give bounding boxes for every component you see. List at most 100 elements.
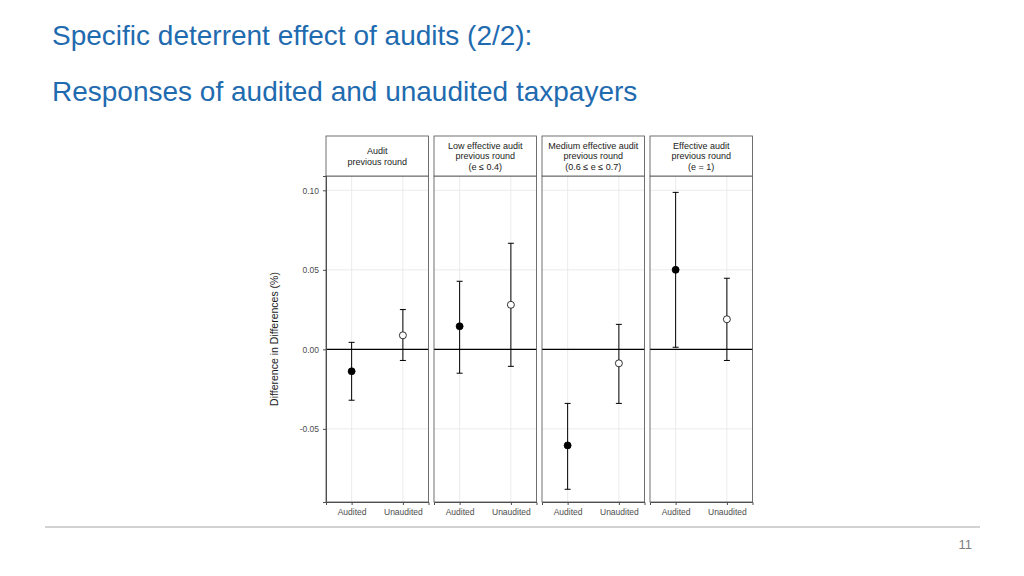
reference-line bbox=[650, 349, 753, 350]
point bbox=[348, 368, 355, 375]
y-tick: -0.05 bbox=[300, 424, 326, 434]
strip-label: previous round bbox=[671, 151, 731, 161]
strip bbox=[542, 136, 645, 176]
y-axis: -0.050.000.050.10 bbox=[300, 177, 327, 503]
grid-line-y bbox=[434, 428, 537, 429]
grid-line-y bbox=[542, 190, 645, 191]
grid-line-y bbox=[326, 428, 429, 429]
marks bbox=[456, 243, 514, 373]
strip-label: Medium effective audit bbox=[548, 141, 638, 151]
marks bbox=[564, 324, 622, 489]
x-tick: Audited bbox=[662, 502, 691, 517]
error-bar-cap bbox=[673, 347, 679, 348]
point bbox=[615, 360, 622, 367]
x-tick-mark bbox=[676, 502, 677, 505]
grid bbox=[542, 176, 645, 502]
strip bbox=[326, 136, 429, 176]
x-tick: Unaudited bbox=[492, 502, 531, 517]
strip-label: (e ≤ 0.4) bbox=[469, 162, 502, 172]
plot-background bbox=[542, 176, 645, 502]
error-bar bbox=[616, 324, 622, 403]
x-axis-line bbox=[543, 503, 646, 506]
error-bar bbox=[724, 278, 730, 360]
panel: Auditprevious round-0.050.000.050.10Diff… bbox=[268, 136, 429, 517]
x-tick: Unaudited bbox=[384, 502, 423, 517]
error-bar-cap bbox=[616, 324, 622, 325]
x-tick-label: Unaudited bbox=[600, 507, 639, 517]
error-bar bbox=[673, 192, 679, 347]
panel: Low effective auditprevious round(e ≤ 0.… bbox=[434, 136, 537, 517]
page-number: 11 bbox=[959, 537, 973, 552]
grid-line-x bbox=[351, 176, 352, 502]
x-tick: Audited bbox=[554, 502, 583, 517]
grid-line-x bbox=[567, 176, 568, 502]
strip bbox=[650, 136, 753, 176]
y-tick-mark bbox=[323, 270, 326, 271]
y-tick-label: -0.05 bbox=[300, 424, 320, 434]
grid-line-y bbox=[326, 269, 429, 270]
grid bbox=[326, 176, 429, 502]
y-axis-line bbox=[323, 177, 327, 503]
error-bar-cap bbox=[508, 366, 514, 367]
error-bar bbox=[457, 281, 463, 373]
error-bar-cap bbox=[565, 489, 571, 490]
grid-line-y bbox=[650, 190, 753, 191]
error-bar bbox=[400, 310, 406, 361]
marks bbox=[672, 192, 730, 360]
error-bar-cap bbox=[616, 403, 622, 404]
grid bbox=[650, 176, 753, 502]
reference-line bbox=[326, 349, 429, 350]
grid-line-y bbox=[434, 269, 537, 270]
x-tick-mark bbox=[727, 502, 728, 505]
grid-line-y bbox=[650, 349, 753, 350]
strip bbox=[434, 136, 537, 176]
x-axis-line bbox=[651, 503, 754, 506]
y-tick-label: 0.05 bbox=[302, 265, 319, 275]
slide-title: Specific deterrent effect of audits (2/2… bbox=[52, 20, 637, 107]
x-tick-mark bbox=[403, 502, 404, 505]
y-tick-mark bbox=[323, 349, 326, 350]
x-tick-label: Audited bbox=[446, 507, 475, 517]
x-tick-mark bbox=[511, 502, 512, 505]
panel: Effective auditprevious round(e = 1)Audi… bbox=[650, 136, 753, 517]
strip-label: Audit bbox=[367, 146, 388, 156]
x-axis: Audited Unaudited bbox=[651, 502, 754, 517]
grid-line-y bbox=[542, 428, 645, 429]
error-bar-cap bbox=[508, 243, 514, 244]
x-axis: Audited Unaudited bbox=[327, 502, 430, 517]
grid-line-y bbox=[434, 349, 537, 350]
grid-line-y bbox=[326, 349, 429, 350]
point bbox=[399, 332, 406, 339]
x-tick: Unaudited bbox=[708, 502, 747, 517]
y-tick-mark bbox=[323, 190, 326, 191]
grid-line-x bbox=[726, 176, 727, 502]
x-axis-line bbox=[327, 503, 430, 506]
error-bar-cap bbox=[724, 278, 730, 279]
error-bar bbox=[508, 243, 514, 366]
plot-background bbox=[434, 176, 537, 502]
x-tick-mark bbox=[460, 502, 461, 505]
x-tick-mark bbox=[619, 502, 620, 505]
grid-line-y bbox=[542, 349, 645, 350]
y-tick: 0.10 bbox=[302, 186, 326, 196]
grid-line-y bbox=[326, 190, 429, 191]
error-bar-cap bbox=[349, 400, 355, 401]
reference-line bbox=[434, 349, 537, 350]
strip-label: previous round bbox=[455, 151, 515, 161]
y-tick: 0.05 bbox=[302, 265, 326, 275]
x-tick-label: Unaudited bbox=[492, 507, 531, 517]
x-axis: Audited Unaudited bbox=[435, 502, 538, 517]
x-tick-mark bbox=[568, 502, 569, 505]
grid-line-x bbox=[675, 176, 676, 502]
panel: Medium effective auditprevious round(0.6… bbox=[542, 136, 645, 517]
panel-frame bbox=[326, 176, 429, 502]
error-bar-cap bbox=[400, 360, 406, 361]
slide: Specific deterrent effect of audits (2/2… bbox=[0, 0, 1024, 576]
x-axis-line bbox=[435, 503, 538, 506]
x-axis: Audited Unaudited bbox=[543, 502, 646, 517]
slide-title-line: Specific deterrent effect of audits (2/2… bbox=[52, 20, 532, 51]
panel-frame bbox=[542, 176, 645, 502]
slide-title-line: Responses of audited and unaudited taxpa… bbox=[52, 76, 637, 107]
x-tick-label: Audited bbox=[338, 507, 367, 517]
y-tick-mark bbox=[323, 429, 326, 430]
